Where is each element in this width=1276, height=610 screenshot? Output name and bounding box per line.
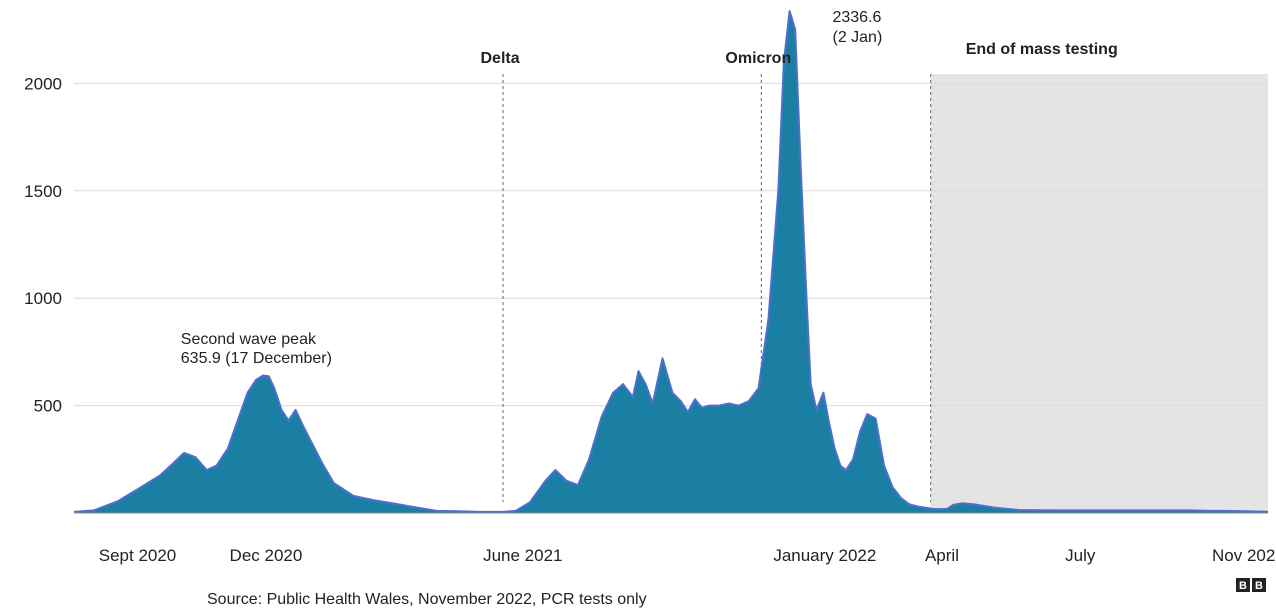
event-layer: Delta Omicron End of mass testing [480, 41, 1118, 502]
series-line [73, 10, 1269, 513]
y-tick-label: 1500 [24, 182, 62, 201]
x-tick-label: April [925, 546, 959, 565]
x-tick-label: January 2022 [773, 546, 876, 565]
annotation-label: 2336.6 [832, 9, 881, 26]
annotation-layer: Second wave peak 635.9 (17 December) 2336.… [181, 9, 883, 367]
bbc-logo-letter-2: B [1255, 580, 1263, 592]
bbc-logo-letter-1: B [1239, 580, 1247, 592]
annotation-label: 635.9 (17 December) [181, 350, 332, 367]
x-tick-label: Dec 2020 [230, 546, 303, 565]
y-tick-label: 2000 [24, 74, 62, 93]
event-label: End of mass testing [966, 41, 1118, 58]
shaded-period [930, 74, 1268, 513]
x-tick-label: Sept 2020 [99, 546, 177, 565]
event-label: Omicron [725, 50, 791, 67]
x-tick-label: Nov 2022 [1212, 546, 1276, 565]
x-tick-label: July [1065, 546, 1096, 565]
series-area [74, 11, 1268, 513]
y-tick-label: 1000 [24, 289, 62, 308]
x-tick-label: June 2021 [483, 546, 562, 565]
axis-layer: 500 1000 1500 2000 Sept 2020 Dec 2020 June 202… [24, 74, 1276, 565]
area-layer [73, 10, 1269, 513]
source-note: Source: Public Health Wales, November 20… [207, 591, 647, 608]
event-label: Delta [480, 50, 519, 67]
annotation-label: Second wave peak [181, 331, 317, 348]
annotation-label: (2 Jan) [832, 29, 882, 46]
y-tick-label: 500 [34, 397, 62, 416]
bbc-logo: B B [1236, 578, 1266, 592]
shade-layer [930, 74, 1268, 513]
